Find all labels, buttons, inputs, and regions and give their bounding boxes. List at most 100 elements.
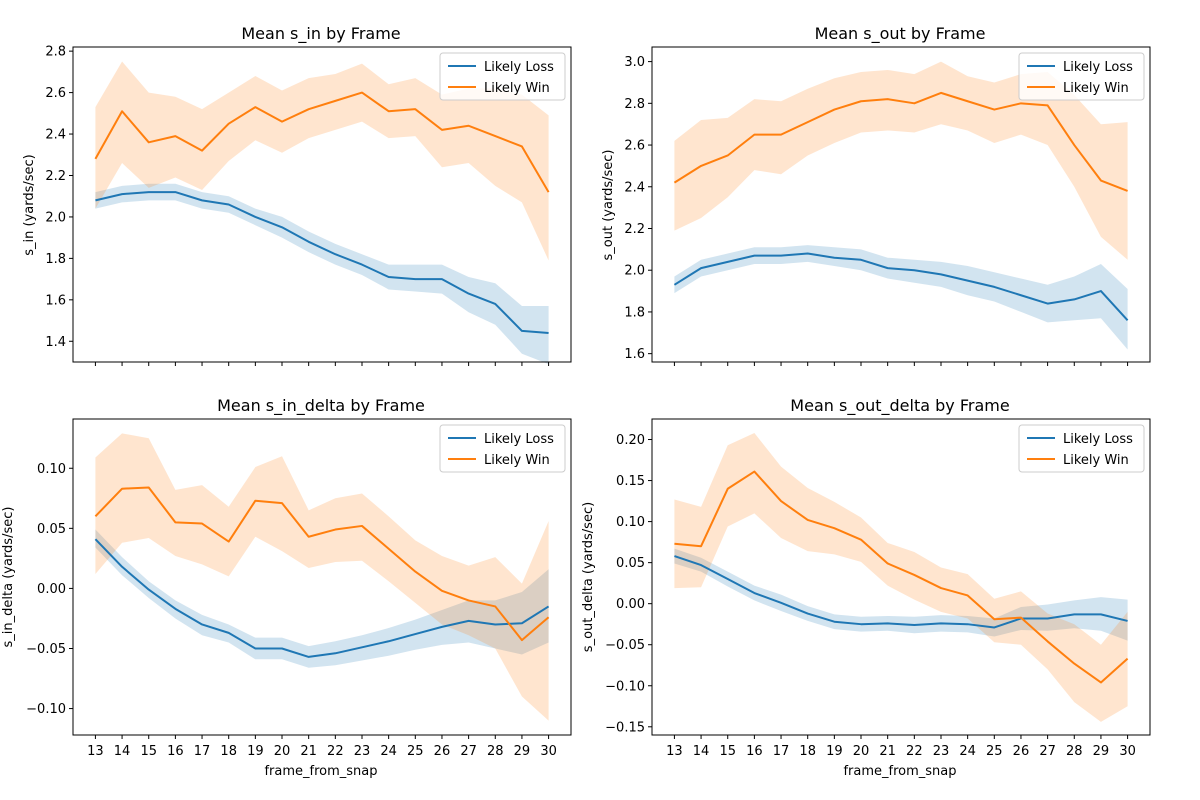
y-tick-label: 2.4 [624, 180, 645, 195]
chart-s-in-delta: Mean s_in_delta by Frame s_in_delta (yar… [1, 396, 572, 779]
x-tick-label: 18 [220, 744, 237, 759]
axes-frame [651, 418, 1151, 736]
x-tick-label: 16 [167, 744, 184, 759]
x-tick-label: 13 [87, 744, 104, 759]
y-tick-label: 1.8 [624, 305, 645, 320]
confidence-band-likely-win [674, 61, 1128, 260]
y-axis-label: s_out_delta (yards/sec) [581, 502, 596, 652]
x-tick-label: 27 [1039, 744, 1056, 759]
y-tick-label: 0.05 [37, 522, 66, 537]
x-tick-label: 30 [540, 744, 557, 759]
y-tick-label: 2.2 [624, 222, 645, 237]
legend-label: Likely Loss [1063, 432, 1133, 447]
y-axis-label: s_in (yards/sec) [22, 154, 37, 256]
y-tick-label: 2.0 [45, 210, 66, 225]
x-tick-label: 14 [114, 744, 131, 759]
x-tick-label: 15 [140, 744, 157, 759]
y-tick-label: −0.05 [26, 642, 66, 657]
x-tick-label: 17 [194, 744, 211, 759]
y-tick-label: −0.10 [26, 702, 66, 717]
y-tick-label: 1.6 [624, 347, 645, 362]
x-tick-label: 28 [487, 744, 504, 759]
confidence-band-likely-win [95, 61, 549, 261]
confidence-band-likely-loss [674, 245, 1128, 350]
y-tick-label: −0.15 [605, 720, 645, 735]
x-tick-label: 19 [826, 744, 843, 759]
x-tick-label: 24 [959, 744, 976, 759]
x-tick-label: 26 [434, 744, 451, 759]
confidence-band-likely-loss [95, 529, 549, 668]
x-tick-label: 14 [693, 744, 710, 759]
x-tick-label: 23 [933, 744, 950, 759]
x-tick-label: 25 [986, 744, 1003, 759]
y-tick-label: 2.8 [45, 45, 66, 60]
y-tick-label: −0.10 [605, 679, 645, 694]
y-tick-label: 2.8 [624, 97, 645, 112]
x-tick-label: 23 [354, 744, 371, 759]
x-tick-label: 13 [666, 744, 683, 759]
x-tick-label: 16 [746, 744, 763, 759]
y-tick-label: 1.6 [45, 293, 66, 308]
confidence-band-likely-win [674, 432, 1128, 722]
chart-s-in: Mean s_in by Frame s_in (yards/sec) 1.4 1… [22, 24, 572, 366]
y-tick-label: 1.4 [45, 335, 66, 350]
x-tick-label: 20 [274, 744, 291, 759]
x-tick-label: 28 [1066, 744, 1083, 759]
y-tick-label: 3.0 [624, 55, 645, 70]
legend-label: Likely Loss [1063, 60, 1133, 75]
chart-s-out: Mean s_out by Frame s_out (yards/sec) 1.… [601, 24, 1151, 366]
series-line-likely-loss [95, 191, 549, 334]
chart-title: Mean s_in by Frame [241, 24, 400, 44]
series-line-likely-win [94, 486, 550, 642]
x-tick-label: 30 [1119, 744, 1136, 759]
legend-label: Likely Win [484, 453, 550, 468]
confidence-band-likely-win [95, 433, 549, 721]
x-tick-label: 22 [327, 744, 344, 759]
axes-frame [651, 46, 1151, 363]
series-line-likely-loss [673, 252, 1129, 321]
x-axis-label: frame_from_snap [843, 764, 956, 779]
y-tick-label: −0.05 [605, 638, 645, 653]
chart-title: Mean s_in_delta by Frame [217, 396, 425, 416]
legend-label: Likely Loss [484, 432, 554, 447]
series-line-likely-loss [674, 555, 1128, 629]
y-tick-label: 0.10 [37, 462, 66, 477]
legend-label: Likely Win [484, 81, 550, 96]
legend: Likely Loss Likely Win [439, 52, 566, 101]
x-tick-label: 15 [719, 744, 736, 759]
x-tick-label: 21 [300, 744, 317, 759]
y-tick-label: 2.0 [624, 264, 645, 279]
legend-label: Likely Win [1063, 81, 1129, 96]
axes-frame [72, 46, 572, 363]
y-tick-label: 2.6 [624, 139, 645, 154]
y-tick-label: 0.10 [616, 515, 645, 530]
y-tick-label: 0.20 [616, 433, 645, 448]
x-tick-label: 24 [380, 744, 397, 759]
legend-label: Likely Win [1063, 453, 1129, 468]
y-tick-label: 2.6 [45, 86, 66, 101]
x-tick-label: 29 [514, 744, 531, 759]
chart-s-out-delta: Mean s_out_delta by Frame s_out_delta (y… [581, 396, 1151, 779]
y-axis-label: s_in_delta (yards/sec) [1, 507, 16, 648]
y-tick-label: 0.15 [616, 474, 645, 489]
y-tick-label: 2.2 [45, 169, 66, 184]
x-tick-label: 21 [879, 744, 896, 759]
x-tick-label: 26 [1013, 744, 1030, 759]
legend-label: Likely Loss [484, 60, 554, 75]
chart-title: Mean s_out by Frame [815, 24, 986, 44]
x-tick-label: 25 [407, 744, 424, 759]
chart-title: Mean s_out_delta by Frame [790, 396, 1009, 416]
y-axis-label: s_out (yards/sec) [601, 150, 616, 261]
x-tick-label: 29 [1093, 744, 1110, 759]
x-tick-label: 20 [853, 744, 870, 759]
x-tick-label: 17 [773, 744, 790, 759]
series-line-likely-win [673, 91, 1128, 192]
legend: Likely Loss Likely Win [439, 424, 566, 473]
x-tick-label: 22 [906, 744, 923, 759]
y-tick-label: 0.00 [616, 597, 645, 612]
series-line-likely-win [674, 470, 1129, 684]
legend: Likely Loss Likely Win [1018, 424, 1145, 473]
series-line-likely-win [94, 91, 550, 193]
x-tick-label: 18 [799, 744, 816, 759]
